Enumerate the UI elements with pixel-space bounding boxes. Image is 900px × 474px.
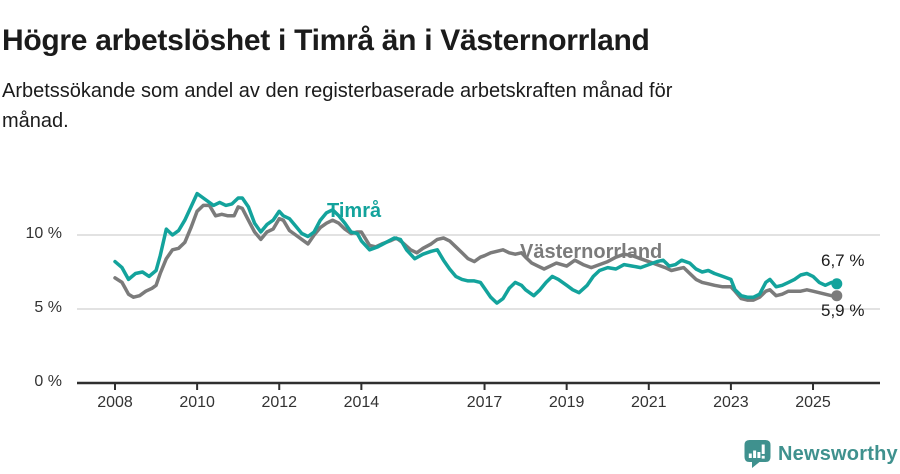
- x-tick-label-2017: 2017: [466, 394, 503, 411]
- x-tick-label-2014: 2014: [343, 394, 380, 411]
- brand-name: Newsworthy: [778, 442, 898, 465]
- chart-title: Högre arbetslöshet i Timrå än i Västerno…: [2, 24, 650, 58]
- x-tick-label-2023: 2023: [713, 394, 749, 411]
- x-tick-label-2021: 2021: [630, 394, 667, 411]
- newsworthy-brand: Newsworthy: [744, 440, 898, 468]
- y-tick-label-0: 0 %: [34, 373, 62, 390]
- newsworthy-logo-icon: [744, 440, 771, 468]
- x-tick-label-2019: 2019: [548, 394, 585, 411]
- x-tick-label-2008: 2008: [97, 394, 133, 411]
- series-label-vasternorrland: Västernorrland: [520, 241, 663, 263]
- data-line-västernorrland: [113, 203, 839, 302]
- chart-subtitle-line1: Arbetssökande som andel av den registerb…: [2, 80, 673, 102]
- data-line-timrå: [113, 191, 839, 305]
- chart-subtitle: Arbetssökande som andel av den registerb…: [2, 76, 862, 136]
- series-label-timra: Timrå: [327, 200, 382, 222]
- x-tick-label-2025: 2025: [795, 394, 831, 411]
- x-tick-label-2010: 2010: [179, 394, 215, 411]
- end-value-label-timra: 6,7 %: [821, 251, 865, 270]
- end-dot-timrå: [831, 278, 843, 290]
- y-tick-label-5: 5 %: [34, 299, 62, 316]
- end-dot-västernorrland: [831, 290, 843, 302]
- x-tick-label-2012: 2012: [261, 394, 298, 411]
- chart-subtitle-line2: månad.: [2, 110, 69, 132]
- y-tick-label-10: 10 %: [25, 225, 62, 242]
- end-value-label-vasternorrland: 5,9 %: [821, 301, 865, 320]
